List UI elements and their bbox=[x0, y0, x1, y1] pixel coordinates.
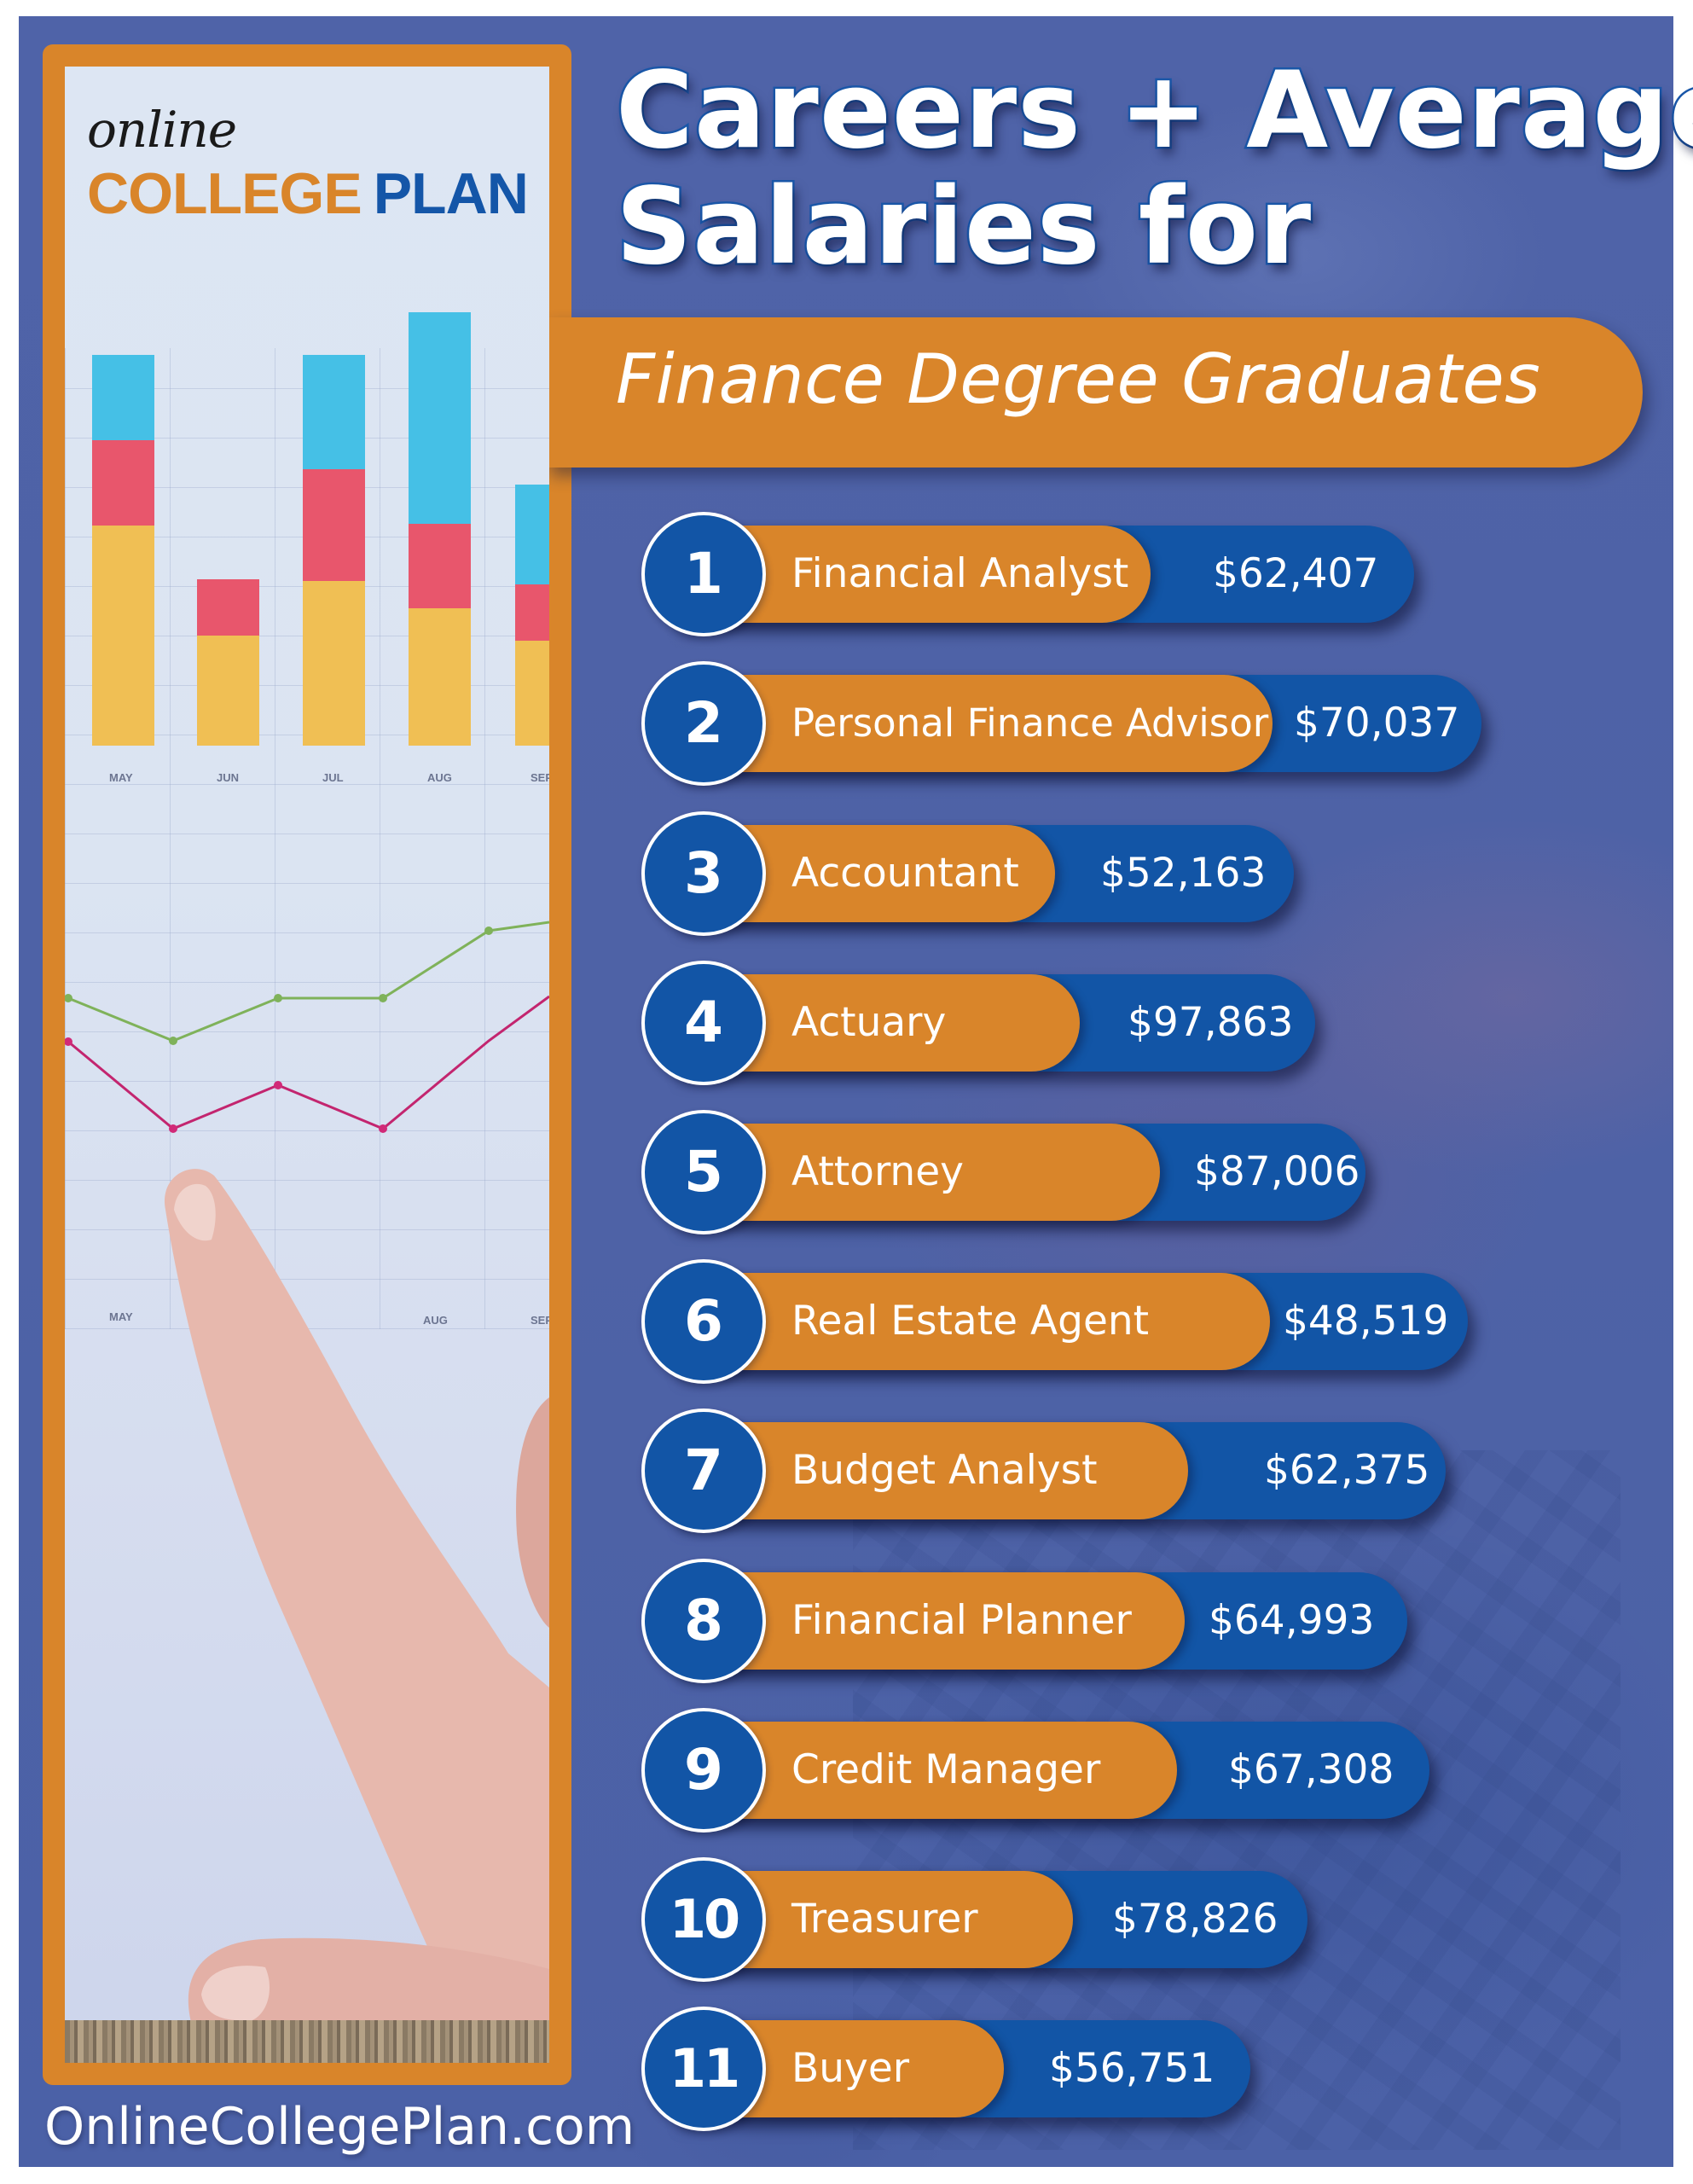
career-row-8: 8 Financial Planner $64,993 bbox=[641, 1559, 1409, 1683]
photo-bar-jun bbox=[197, 579, 259, 746]
career-row-7: 7 Budget Analyst $62,375 bbox=[641, 1409, 1447, 1533]
career-title: Real Estate Agent bbox=[791, 1298, 1150, 1345]
career-title: Accountant bbox=[791, 850, 1019, 897]
career-row-3: 3 Accountant $52,163 bbox=[641, 811, 1298, 936]
page-title: Careers + Average Salaries for bbox=[614, 49, 1693, 288]
subtitle: Finance Degree Graduates bbox=[616, 340, 1541, 419]
career-title: Financial Analyst bbox=[791, 550, 1129, 597]
logo-script-online: online bbox=[87, 101, 237, 159]
career-salary: $62,375 bbox=[1264, 1447, 1430, 1494]
career-title: Buyer bbox=[791, 2045, 910, 2092]
logo-college: COLLEGE bbox=[87, 161, 362, 226]
photo-month-label: AUG bbox=[423, 1314, 448, 1327]
career-salary: $52,163 bbox=[1100, 850, 1267, 897]
career-pill bbox=[675, 675, 1273, 772]
photo-line-chart bbox=[65, 921, 549, 2029]
career-salary: $48,519 bbox=[1283, 1298, 1449, 1345]
website-url: OnlineCollegePlan.com bbox=[44, 2097, 635, 2157]
photo-bar-may bbox=[92, 355, 154, 746]
career-row-1: 1 Financial Analyst $62,407 bbox=[641, 512, 1414, 636]
logo: COLLEGE PLAN bbox=[87, 160, 529, 227]
career-row-11: 11 Buyer $56,751 bbox=[641, 2007, 1250, 2131]
photo-month-label: JUL bbox=[322, 771, 344, 784]
photo-month-label: JUN bbox=[217, 771, 240, 784]
career-row-10: 10 Treasurer $78,826 bbox=[641, 1857, 1311, 1982]
career-salary: $87,006 bbox=[1194, 1148, 1360, 1195]
career-row-6: 6 Real Estate Agent $48,519 bbox=[641, 1259, 1473, 1384]
rank-badge: 5 bbox=[641, 1110, 766, 1234]
photo-month-label: SEP bbox=[531, 1314, 549, 1327]
rank-badge: 7 bbox=[641, 1409, 766, 1533]
career-row-9: 9 Credit Manager $67,308 bbox=[641, 1708, 1430, 1833]
career-title: Actuary bbox=[791, 999, 947, 1046]
photo-bar-sep bbox=[515, 485, 549, 746]
career-row-5: 5 Attorney $87,006 bbox=[641, 1110, 1366, 1234]
logo-plan: PLAN bbox=[373, 161, 529, 226]
career-title: Personal Finance Advisor bbox=[791, 700, 1269, 746]
photo-month-label: SEP bbox=[531, 771, 549, 784]
photo-month-label: MAY bbox=[109, 1310, 133, 1323]
title-line-2: Salaries for bbox=[614, 166, 1313, 288]
rank-badge: 8 bbox=[641, 1559, 766, 1683]
career-salary: $70,037 bbox=[1294, 700, 1460, 746]
career-salary: $67,308 bbox=[1228, 1746, 1394, 1793]
rank-badge: 9 bbox=[641, 1708, 766, 1833]
career-salary: $97,863 bbox=[1128, 999, 1294, 1046]
stock-photo-charts: online COLLEGE PLAN MAY JUN JUL AUG SEP bbox=[65, 67, 549, 2063]
rank-badge: 2 bbox=[641, 661, 766, 786]
rank-badge: 4 bbox=[641, 961, 766, 1085]
career-salary: $56,751 bbox=[1049, 2045, 1215, 2092]
photo-bar-aug bbox=[409, 312, 471, 746]
rank-badge: 10 bbox=[641, 1857, 766, 1982]
career-title: Credit Manager bbox=[791, 1746, 1101, 1793]
career-title: Attorney bbox=[791, 1148, 964, 1195]
title-line-1: Careers + Average bbox=[614, 49, 1693, 172]
career-row-2: 2 Personal Finance Advisor $70,037 bbox=[641, 661, 1486, 786]
career-salary: $62,407 bbox=[1213, 550, 1379, 597]
photo-month-label: MAY bbox=[109, 771, 133, 784]
career-salary: $78,826 bbox=[1112, 1896, 1278, 1943]
career-title: Treasurer bbox=[791, 1896, 978, 1943]
wooden-table bbox=[65, 2020, 549, 2063]
photo-bar-jul bbox=[303, 355, 365, 746]
career-salary: $64,993 bbox=[1209, 1597, 1375, 1644]
rank-badge: 6 bbox=[641, 1259, 766, 1384]
photo-month-label: AUG bbox=[427, 771, 452, 784]
rank-badge: 3 bbox=[641, 811, 766, 936]
career-title: Financial Planner bbox=[791, 1597, 1132, 1644]
career-row-4: 4 Actuary $97,863 bbox=[641, 961, 1319, 1085]
career-pill bbox=[675, 1273, 1270, 1370]
career-title: Budget Analyst bbox=[791, 1447, 1098, 1494]
rank-badge: 11 bbox=[641, 2007, 766, 2131]
subtitle-banner bbox=[546, 317, 1643, 468]
rank-badge: 1 bbox=[641, 512, 766, 636]
